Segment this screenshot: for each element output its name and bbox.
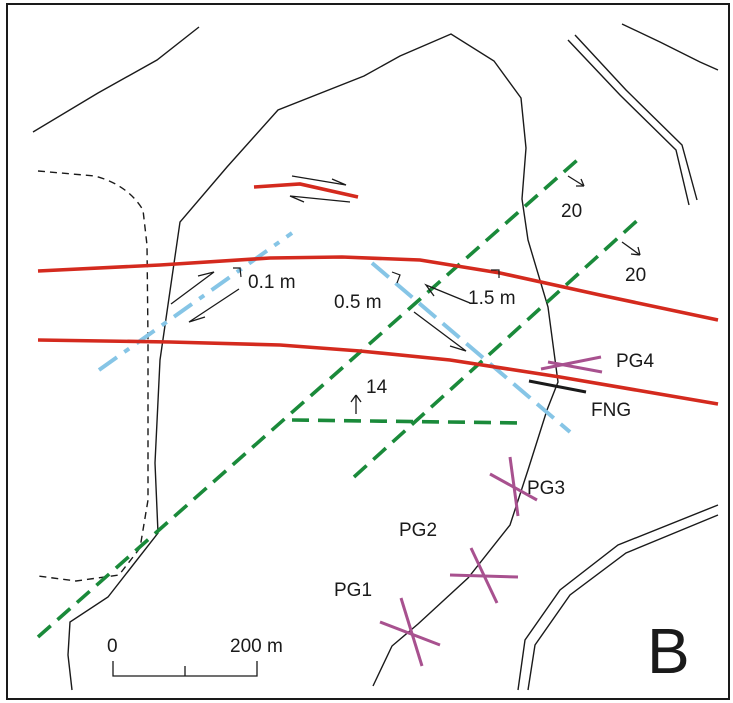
scale-bar-line xyxy=(112,661,258,677)
fracture-long xyxy=(36,153,585,639)
offset-marker-west xyxy=(233,267,242,278)
dip-label-ne-2: 20 xyxy=(625,265,646,286)
dip-arrow-ne-2 xyxy=(621,241,641,256)
pg3-marker xyxy=(489,456,538,517)
fracture-east xyxy=(352,216,642,479)
offset-marker-mid xyxy=(391,271,401,284)
scale-bar xyxy=(112,661,258,677)
dip-label-ne-1: 20 xyxy=(561,201,582,222)
contour-northwest xyxy=(32,26,200,133)
fault-traces xyxy=(37,182,719,406)
dyke-east xyxy=(370,261,572,434)
shear-arrow-west-down xyxy=(188,288,240,323)
fracture-horizontal xyxy=(291,418,526,425)
dip-arrows xyxy=(350,175,641,414)
site-label-pg2: PG2 xyxy=(399,520,437,541)
pg4-marker xyxy=(540,355,603,374)
shear-arrow-north-top xyxy=(291,175,347,186)
panel-letter: B xyxy=(647,615,690,687)
offset-label-west: 0.1 m xyxy=(248,272,296,293)
pg1-marker xyxy=(379,597,441,667)
road-northeast-a xyxy=(574,34,698,201)
dip-arrow-center xyxy=(350,394,362,414)
fng-line xyxy=(528,379,587,394)
fault-north xyxy=(37,255,719,322)
shear-arrow-west-up xyxy=(170,271,215,305)
site-label-pg3: PG3 xyxy=(527,478,565,499)
scale-bar-start-label: 0 xyxy=(107,636,118,657)
pg2-marker xyxy=(449,547,519,604)
road-northeast-b xyxy=(567,39,690,206)
dyke-west xyxy=(97,231,294,372)
contour-dashed-west xyxy=(37,170,149,582)
road-southeast-a xyxy=(517,504,719,691)
contour-northeast xyxy=(621,23,719,71)
dip-label-center: 14 xyxy=(366,377,388,398)
site-label-pg1: PG1 xyxy=(334,580,372,601)
offset-marker-east xyxy=(491,269,500,278)
offset-label-east: 1.5 m xyxy=(468,288,516,309)
dyke-traces xyxy=(97,231,572,434)
road-southeast-b xyxy=(527,514,719,691)
shear-arrow-north-bottom xyxy=(289,195,351,203)
site-label-pg4: PG4 xyxy=(616,351,654,372)
fault-small-north xyxy=(253,182,359,199)
scale-bar-end-label: 200 m xyxy=(230,636,283,657)
sample-sites xyxy=(379,355,603,667)
offset-markers xyxy=(233,267,500,284)
shear-arrow-mid-down xyxy=(413,311,467,352)
site-label-fng: FNG xyxy=(591,400,631,421)
shear-arrow-mid-up xyxy=(424,283,471,304)
offset-label-mid: 0.5 m xyxy=(334,292,382,313)
shear-arrows xyxy=(170,175,471,352)
fracture-traces xyxy=(36,153,642,639)
fault-south xyxy=(37,338,719,406)
dip-arrow-ne-1 xyxy=(567,175,585,187)
